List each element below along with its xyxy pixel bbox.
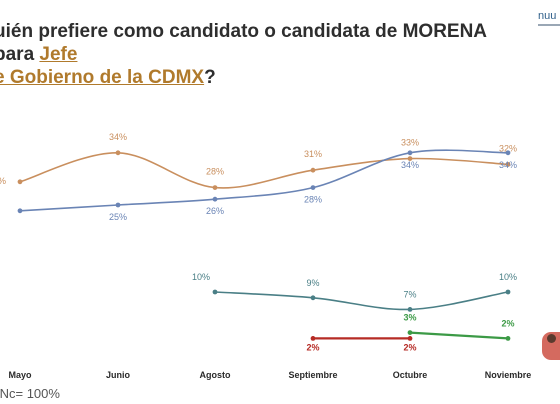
series-1-point-noviembre: [505, 162, 511, 167]
series-1-point-agosto: [212, 185, 218, 191]
series-4-line: [409, 331, 509, 340]
x-tick-label-junio: Junio: [106, 370, 131, 380]
series-1-line: [19, 151, 509, 189]
series-1-data-label: 32%: [499, 143, 517, 153]
series-1-point-octubre: [407, 156, 413, 162]
series-1-data-label: 33%: [401, 138, 419, 148]
series-2-point-agosto: [212, 196, 218, 202]
series-1-point-junio: [115, 150, 121, 156]
series-3-point-octubre: [407, 307, 413, 312]
series-2-data-label: 34%: [401, 160, 419, 170]
x-tick-label-agosto: Agosto: [200, 370, 231, 380]
series-4-data-label: 2%: [501, 318, 514, 328]
title-highlight-2: e Gobierno de la CDMX: [0, 67, 205, 88]
x-tick-label-octubre: Octubre: [393, 370, 428, 380]
x-tick-label-mayo: Mayo: [8, 370, 32, 380]
series-2-point-junio: [115, 202, 121, 208]
series-2-data-label: 34%: [499, 160, 517, 170]
series-2-data-label: 26%: [206, 206, 224, 216]
series-3-data-label: 10%: [499, 272, 517, 282]
series-4-point-noviembre: [505, 336, 511, 341]
series-3-data-label: 7%: [403, 289, 416, 299]
series-2-data-label: 25%: [109, 212, 127, 222]
series-3-point-septiembre: [310, 295, 316, 301]
series-3-point-agosto: [212, 289, 218, 295]
x-tick-label-septiembre: Septiembre: [288, 370, 337, 380]
series-2-point-octubre: [407, 150, 413, 156]
x-tick-label-noviembre: Noviembre: [485, 370, 532, 380]
title-highlight-1: Jefe: [39, 44, 78, 65]
title-end: ?: [204, 67, 216, 88]
series-1-point-septiembre: [310, 167, 316, 173]
brand-logo: nuu: [538, 10, 557, 22]
series-1-data-label: 31%: [304, 149, 322, 159]
chart-title: uién prefiere como candidato o candidata…: [0, 20, 514, 89]
series-2-data-label: 28%: [304, 195, 322, 205]
series-1-data-label-edge: %: [0, 176, 6, 186]
series-1-data-label: 28%: [206, 167, 224, 177]
series-5-point-septiembre: [310, 336, 316, 341]
series-2-point-noviembre: [505, 150, 511, 156]
series-4-data-label: 3%: [403, 313, 416, 323]
series-2-point-septiembre: [310, 185, 316, 191]
series-2-line: [19, 149, 509, 212]
series-3-line: [214, 291, 509, 311]
candidate-photo: [542, 332, 560, 360]
series-3-point-noviembre: [505, 289, 511, 295]
series-1-point-mayo: [17, 179, 23, 185]
series-5-data-label: 2%: [403, 342, 416, 352]
series-5-point-octubre: [407, 336, 413, 341]
footnote: /Nc= 100%: [0, 386, 60, 401]
series-1-data-label: 34%: [109, 132, 127, 142]
title-main: uién prefiere como candidato o candidata…: [0, 21, 487, 65]
series-2-point-mayo: [17, 208, 23, 214]
series-5-data-label: 2%: [306, 342, 319, 352]
series-4-point-octubre: [407, 330, 413, 335]
series-3-data-label: 10%: [192, 272, 210, 282]
brand-logo-underline: [538, 24, 560, 26]
series-3-data-label: 9%: [306, 278, 319, 288]
